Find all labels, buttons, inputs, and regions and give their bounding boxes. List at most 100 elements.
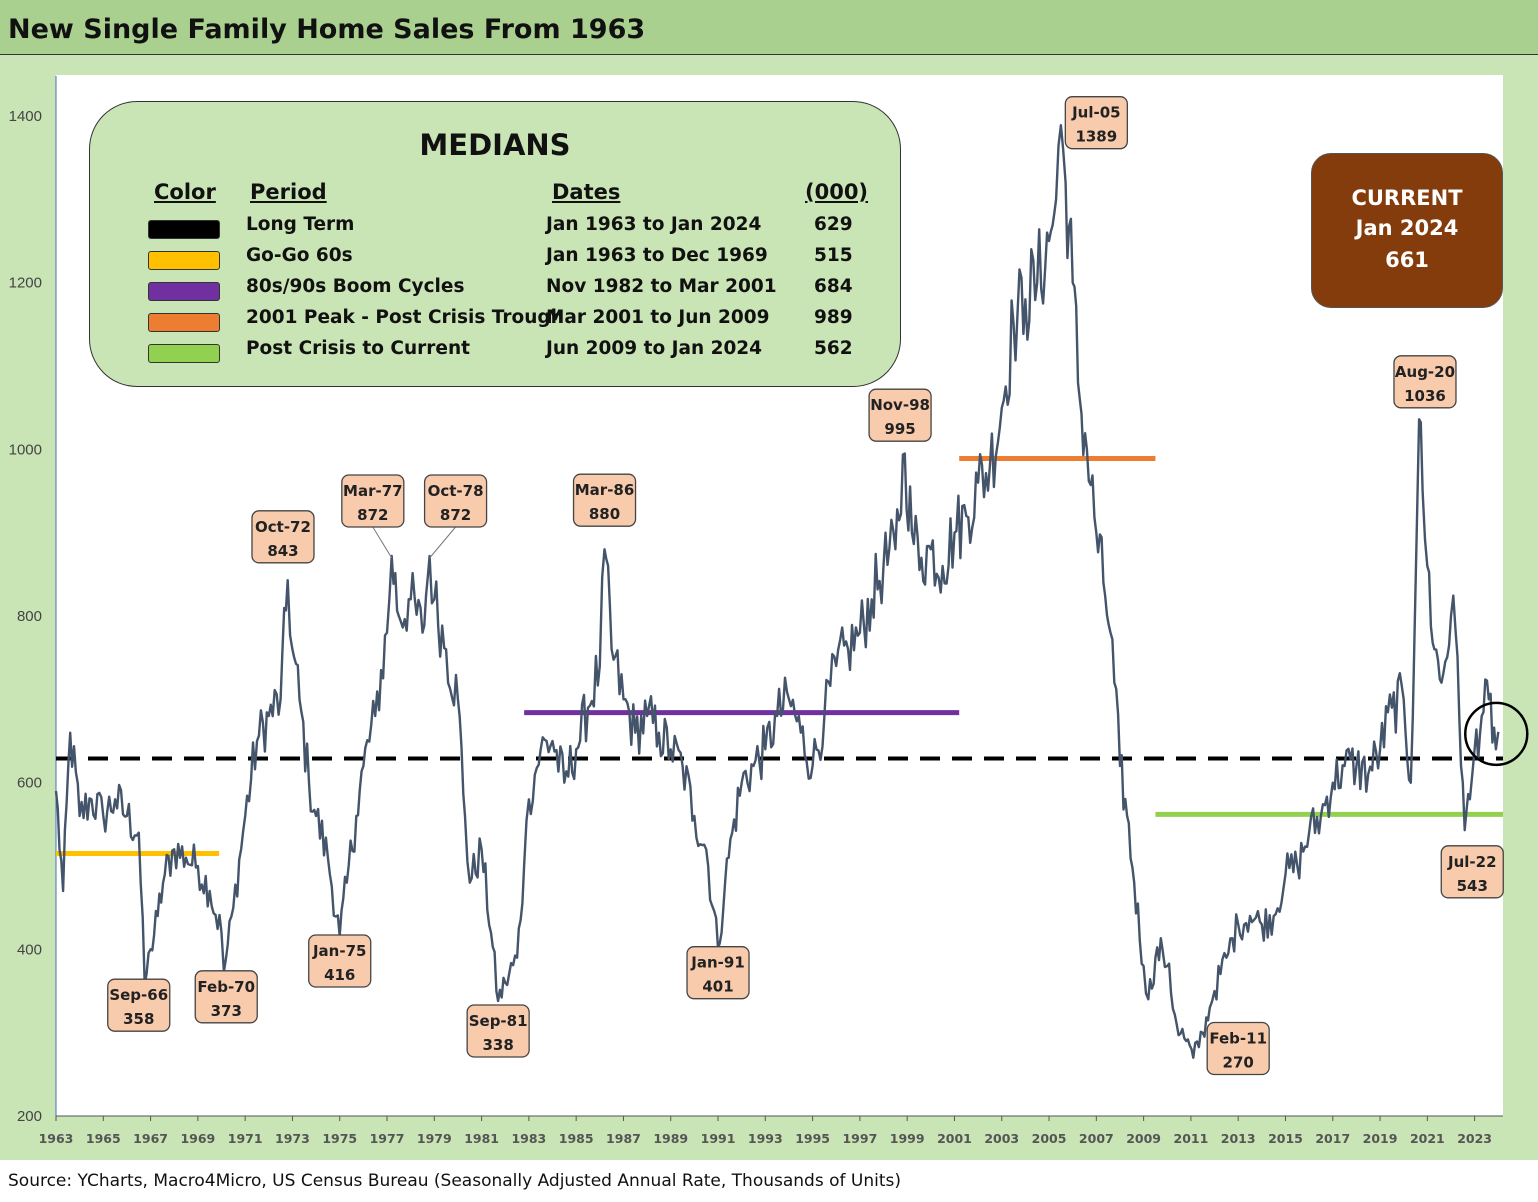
title-bar: New Single Family Home Sales From 1963 (0, 0, 1538, 55)
color-swatch (148, 251, 220, 270)
annotation-value: 373 (211, 1002, 242, 1020)
annotation-box (1064, 96, 1128, 150)
color-swatch (148, 344, 220, 363)
x-tick-label: 1985 (559, 1131, 594, 1146)
median-value: 684 (814, 276, 853, 297)
annotations: Sep-66 358 Feb-70 373 Oct-72 843 Jan-75 416 Mar-… (107, 96, 1529, 1076)
x-tick-label: 1963 (39, 1131, 74, 1146)
annotation-value: 1036 (1404, 387, 1446, 405)
median-dates: Jun 2009 to Jan 2024 (546, 338, 763, 359)
current-highlight-circle (1464, 701, 1529, 767)
color-swatch (148, 313, 220, 332)
x-tick-label: 1981 (464, 1131, 499, 1146)
annotation-date: Sep-81 (469, 1012, 528, 1030)
x-tick-label: 1993 (748, 1131, 783, 1146)
annotation-box (572, 473, 637, 527)
annotation-box (251, 510, 315, 564)
annotation-value: 995 (884, 420, 915, 438)
series-lines (54, 124, 1500, 1059)
color-swatch (148, 220, 220, 239)
annotation-date: Oct-72 (255, 518, 311, 536)
medians-header-color: Color (154, 180, 216, 204)
x-tick-label: 1995 (795, 1131, 830, 1146)
annotation-date: Sep-66 (109, 986, 168, 1004)
annotation-date: Mar-77 (343, 482, 403, 500)
medians-row: Long Term Jan 1963 to Jan 2024 629 (90, 214, 900, 244)
x-tick-label: 1999 (890, 1131, 925, 1146)
median-dates: Jan 1963 to Dec 1969 (546, 245, 768, 266)
annotation-date: Mar-86 (575, 481, 635, 499)
annotation-value: 843 (267, 542, 298, 560)
annotation-date: Aug-20 (1395, 363, 1455, 381)
median-period: Go-Go 60s (246, 245, 353, 266)
x-tick-label: 1989 (653, 1131, 688, 1146)
x-tick-label: 2007 (1079, 1131, 1114, 1146)
x-tick-label: 1983 (511, 1131, 546, 1146)
median-period: Long Term (246, 214, 355, 235)
annotation-box (107, 978, 171, 1032)
x-tick-label: 1997 (842, 1131, 877, 1146)
annotation-box (194, 970, 258, 1024)
x-tick-label: 2015 (1268, 1131, 1303, 1146)
medians-row: Post Crisis to Current Jun 2009 to Jan 20… (90, 338, 900, 368)
annotation-value: 401 (702, 978, 733, 996)
median-dates: Mar 2001 to Jun 2009 (546, 307, 770, 328)
y-tick-label: 1200 (9, 275, 42, 292)
annotation-value: 358 (123, 1010, 154, 1028)
x-tick-label: 1979 (417, 1131, 452, 1146)
x-tick-label: 2009 (1126, 1131, 1161, 1146)
current-value: 661 (1385, 248, 1429, 272)
medians-header-dates: Dates (552, 180, 621, 204)
chart-title: New Single Family Home Sales From 1963 (8, 14, 646, 45)
annotation-value: 1389 (1075, 128, 1117, 146)
x-tick-label: 2013 (1221, 1131, 1256, 1146)
median-period: 2001 Peak - Post Crisis Trough (246, 307, 564, 328)
x-tick-label: 1991 (701, 1131, 736, 1146)
annotation-date: Jan-75 (312, 942, 366, 960)
annotation-box (341, 474, 405, 528)
x-tick-label: 2017 (1315, 1131, 1350, 1146)
annotation-date: Feb-11 (1209, 1030, 1267, 1048)
y-tick-label: 1400 (9, 108, 42, 125)
current-date: Jan 2024 (1355, 216, 1459, 240)
annotation-leader (372, 526, 393, 559)
medians-header-value: (000) (805, 180, 869, 204)
annotation-box (1440, 845, 1504, 899)
annotation-value: 872 (357, 506, 388, 524)
y-tick-label: 200 (17, 1108, 42, 1125)
x-tick-label: 2003 (984, 1131, 1019, 1146)
annotation-box (466, 1004, 530, 1058)
median-period: 80s/90s Boom Cycles (246, 276, 465, 297)
x-tick-label: 1969 (180, 1131, 215, 1146)
x-tick-label: 1965 (86, 1131, 121, 1146)
median-period: Post Crisis to Current (246, 338, 470, 359)
median-dates: Jan 1963 to Jan 2024 (546, 214, 762, 235)
y-tick-label: 800 (17, 608, 42, 625)
annotation-value: 872 (440, 506, 471, 524)
annotation-date: Oct-78 (428, 482, 484, 500)
x-tick-label: 1987 (606, 1131, 641, 1146)
x-tick-label: 2011 (1174, 1131, 1209, 1146)
annotation-box (423, 474, 488, 528)
y-tick-label: 600 (17, 775, 42, 792)
medians-panel: MEDIANS Color Period Dates (000) Long Te… (89, 101, 901, 387)
annotation-box (686, 946, 750, 1000)
annotation-value: 270 (1223, 1054, 1254, 1072)
y-tick-label: 400 (17, 941, 42, 958)
sales-series-line (54, 124, 1500, 1059)
annotation-box (308, 934, 372, 988)
source-note: Source: YCharts, Macro4Micro, US Census … (8, 1171, 901, 1191)
axes: 200 400 600 800 1000 1200 1400 1963 1965 1967 1969… (9, 76, 1503, 1146)
x-tick-label: 2001 (937, 1131, 972, 1146)
x-tick-label: 1973 (275, 1131, 310, 1146)
annotation-value: 416 (324, 966, 355, 984)
medians-row: 2001 Peak - Post Crisis Trough Mar 2001 t… (90, 307, 900, 337)
annotation-value: 880 (589, 505, 620, 523)
annotation-box (868, 388, 932, 442)
annotation-date: Jul-05 (1071, 104, 1121, 122)
medians-row: 80s/90s Boom Cycles Nov 1982 to Mar 2001 6… (90, 276, 900, 306)
annotation-box (1206, 1021, 1270, 1076)
medians-row: Go-Go 60s Jan 1963 to Dec 1969 515 (90, 245, 900, 275)
x-tick-label: 2021 (1410, 1131, 1445, 1146)
